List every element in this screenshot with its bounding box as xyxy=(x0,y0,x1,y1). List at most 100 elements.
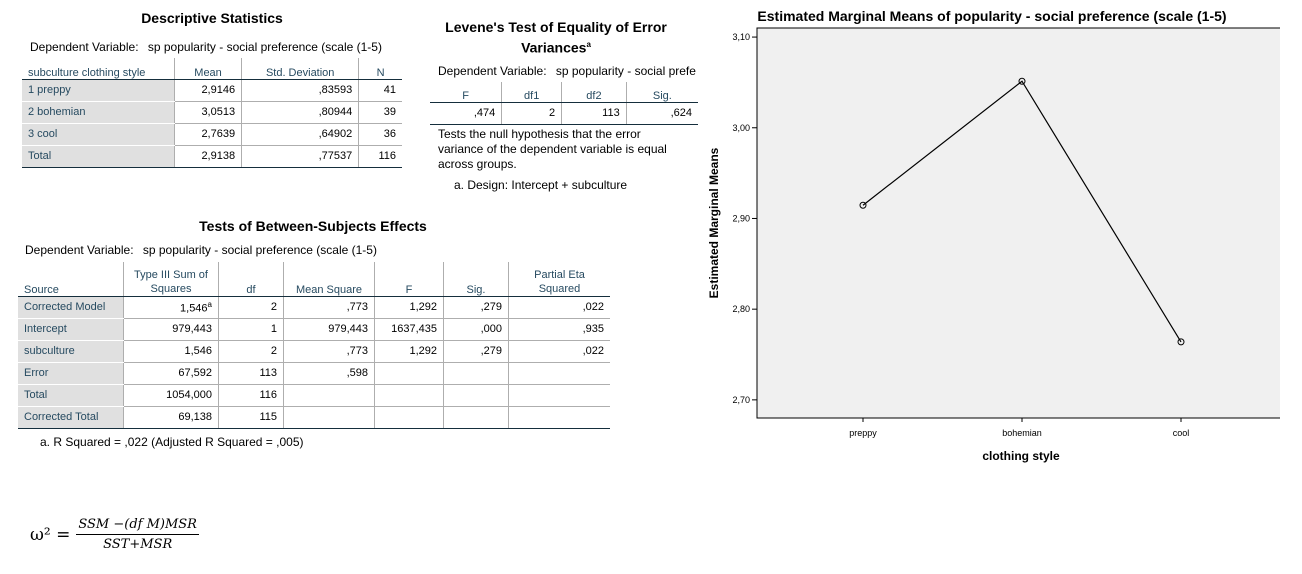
col-header: subculture clothing style xyxy=(22,58,175,80)
col-header: Sig. xyxy=(625,82,698,103)
cell: ,773 xyxy=(283,296,375,319)
dv-label: Dependent Variable: xyxy=(438,64,547,78)
cell: 979,443 xyxy=(283,318,375,341)
footnote-marker: a xyxy=(207,299,212,309)
row-label: Corrected Model xyxy=(18,296,124,319)
levene-note: Tests the null hypothesis that the error… xyxy=(438,127,667,171)
cell xyxy=(508,384,610,407)
cell xyxy=(374,406,444,429)
levene-dependent-variable: Dependent Variable: sp popularity - soci… xyxy=(438,64,704,78)
cell: 1 xyxy=(218,318,284,341)
x-axis: preppy bohemian cool xyxy=(849,418,1189,438)
y-axis: 2,70 2,80 2,90 3,00 3,10 xyxy=(732,32,757,405)
data-point xyxy=(1018,77,1026,85)
table-row: ,474 2 113 ,624 xyxy=(430,102,698,125)
cell: ,80944 xyxy=(241,101,359,124)
cell: 69,138 xyxy=(123,406,219,429)
col-header: Mean Square xyxy=(283,262,375,297)
y-tick-label: 2,70 xyxy=(732,395,750,405)
cell: ,022 xyxy=(508,296,610,319)
dv-label: Dependent Variable: xyxy=(25,243,134,257)
col-header: Type III Sum of Squares xyxy=(123,262,219,297)
col-header: df xyxy=(218,262,284,297)
col-header: Mean xyxy=(173,58,242,80)
cell: 2 xyxy=(501,102,562,125)
cell: ,279 xyxy=(443,296,509,319)
cell: 1054,000 xyxy=(123,384,219,407)
table-row: Intercept 979,443 1 979,443 1637,435 ,00… xyxy=(18,318,610,341)
x-tick-label: preppy xyxy=(849,428,877,438)
x-axis-label: clothing style xyxy=(982,449,1060,463)
cell: 979,443 xyxy=(123,318,219,341)
formula-denominator: SST+MSR xyxy=(103,537,173,552)
table-row: Total 1054,000 116 xyxy=(18,384,610,407)
cell xyxy=(508,406,610,429)
descriptive-table: subculture clothing style Mean Std. Devi… xyxy=(22,58,402,168)
levene-footnote: a. Design: Intercept + subculture xyxy=(454,178,628,192)
row-label: subculture xyxy=(18,340,124,363)
chart-title: Estimated Marginal Means of popularity -… xyxy=(757,8,1227,24)
y-tick-label: 2,90 xyxy=(732,213,750,223)
row-label: Total xyxy=(22,145,175,168)
cell: 116 xyxy=(358,145,402,168)
table-row: 3 cool 2,7639 ,64902 36 xyxy=(22,123,402,146)
table-row: Total 2,9138 ,77537 116 xyxy=(22,145,402,168)
y-tick-label: 2,80 xyxy=(732,304,750,314)
cell xyxy=(283,406,375,429)
cell: 1,292 xyxy=(374,340,444,363)
y-axis-label: Estimated Marginal Means xyxy=(707,147,721,298)
series-line xyxy=(859,77,1185,346)
cell: 1,292 xyxy=(374,296,444,319)
cell: ,624 xyxy=(625,102,698,125)
cell xyxy=(374,362,444,385)
y-tick-label: 3,00 xyxy=(732,123,750,133)
descriptive-title: Descriptive Statistics xyxy=(141,10,283,26)
cell: ,77537 xyxy=(241,145,359,168)
row-label: Total xyxy=(18,384,124,407)
cell: 116 xyxy=(218,384,284,407)
cell xyxy=(374,384,444,407)
table-row: Corrected Model 1,546a 2 ,773 1,292 ,279… xyxy=(18,296,610,319)
formula-numerator: SSM −(df M)MSR xyxy=(76,517,199,535)
omega-squared-formula: ω² = SSM −(df M)MSR SST+MSR xyxy=(30,517,199,552)
formula-fraction: SSM −(df M)MSR SST+MSR xyxy=(76,517,199,552)
table-row: Corrected Total 69,138 115 xyxy=(18,406,610,429)
data-point xyxy=(1177,338,1185,346)
cell: 2,9138 xyxy=(173,145,242,168)
y-tick-label: 3,10 xyxy=(732,32,750,42)
col-header: Partial Eta Squared xyxy=(508,262,610,297)
row-label: 1 preppy xyxy=(22,79,175,102)
col-header: Std. Deviation xyxy=(241,58,359,80)
between-table: Source Type III Sum of Squares df Mean S… xyxy=(18,262,610,429)
estimated-marginal-means-chart: 2,702,802,903,003,10 preppy bohemian cool … xyxy=(707,27,1280,463)
series-polyline xyxy=(862,80,1182,343)
col-header: F xyxy=(374,262,444,297)
cell xyxy=(283,384,375,407)
cell: ,83593 xyxy=(241,79,359,102)
col-header: df1 xyxy=(501,82,562,103)
col-header: Sig. xyxy=(443,262,509,297)
cell: 2,9146 xyxy=(173,79,242,102)
between-dependent-variable: Dependent Variable: sp popularity - soci… xyxy=(25,243,377,257)
cell: 2 xyxy=(218,296,284,319)
cell: 113 xyxy=(218,362,284,385)
cell xyxy=(508,362,610,385)
cell: 3,0513 xyxy=(173,101,242,124)
levene-title: Levene's Test of Equality of Error Varia… xyxy=(430,19,682,57)
levene-table: F df1 df2 Sig. ,474 2 113 ,624 xyxy=(430,82,698,125)
cell: 1,546a xyxy=(123,296,219,319)
col-header: Source xyxy=(18,262,124,297)
col-header: df2 xyxy=(561,82,627,103)
cell: ,279 xyxy=(443,340,509,363)
between-title: Tests of Between-Subjects Effects xyxy=(199,218,427,234)
row-label: Intercept xyxy=(18,318,124,341)
cell: 1637,435 xyxy=(374,318,444,341)
cell: 1,546 xyxy=(123,340,219,363)
levene-title-text: Levene's Test of Equality of Error Varia… xyxy=(445,19,667,56)
table-row: 1 preppy 2,9146 ,83593 41 xyxy=(22,79,402,102)
plot-area xyxy=(756,27,1280,419)
row-label: Error xyxy=(18,362,124,385)
cell-value: 1,546 xyxy=(180,302,208,315)
x-tick-label: cool xyxy=(1173,428,1190,438)
cell xyxy=(443,406,509,429)
